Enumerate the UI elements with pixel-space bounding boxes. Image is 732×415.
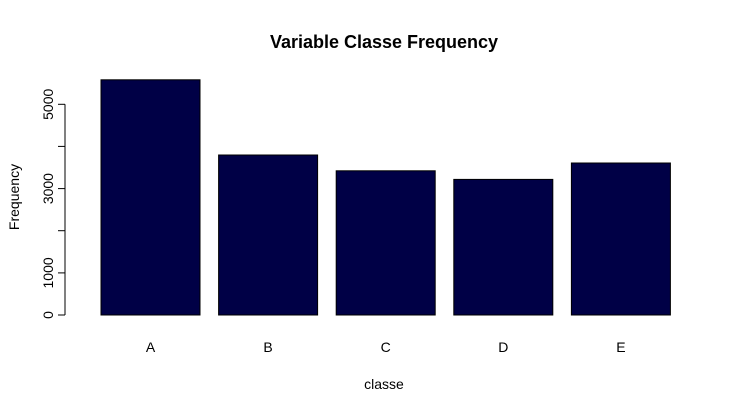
- y-tick-label: 3000: [40, 173, 56, 204]
- y-axis: 0 1000 3000 5000: [40, 89, 66, 319]
- y-tick-label: 0: [40, 311, 56, 319]
- chart-title: Variable Classe Frequency: [270, 32, 498, 52]
- bar-a: [100, 79, 201, 316]
- bar-b: [218, 154, 319, 316]
- x-tick-label-c: C: [381, 339, 391, 355]
- y-tick-label: 5000: [40, 89, 56, 120]
- x-tick-label-e: E: [616, 339, 625, 355]
- x-axis-label: classe: [364, 376, 404, 392]
- y-tick-label: 1000: [40, 257, 56, 288]
- y-axis-label: Frequency: [6, 164, 22, 230]
- bar-e: [570, 162, 671, 316]
- x-tick-label-d: D: [498, 339, 508, 355]
- bars-group: [100, 79, 671, 316]
- x-tick-label-a: A: [146, 339, 156, 355]
- bar-c: [335, 170, 436, 316]
- bar-d: [453, 178, 554, 316]
- x-tick-label-b: B: [263, 339, 272, 355]
- x-tick-labels: A B C D E: [146, 339, 626, 355]
